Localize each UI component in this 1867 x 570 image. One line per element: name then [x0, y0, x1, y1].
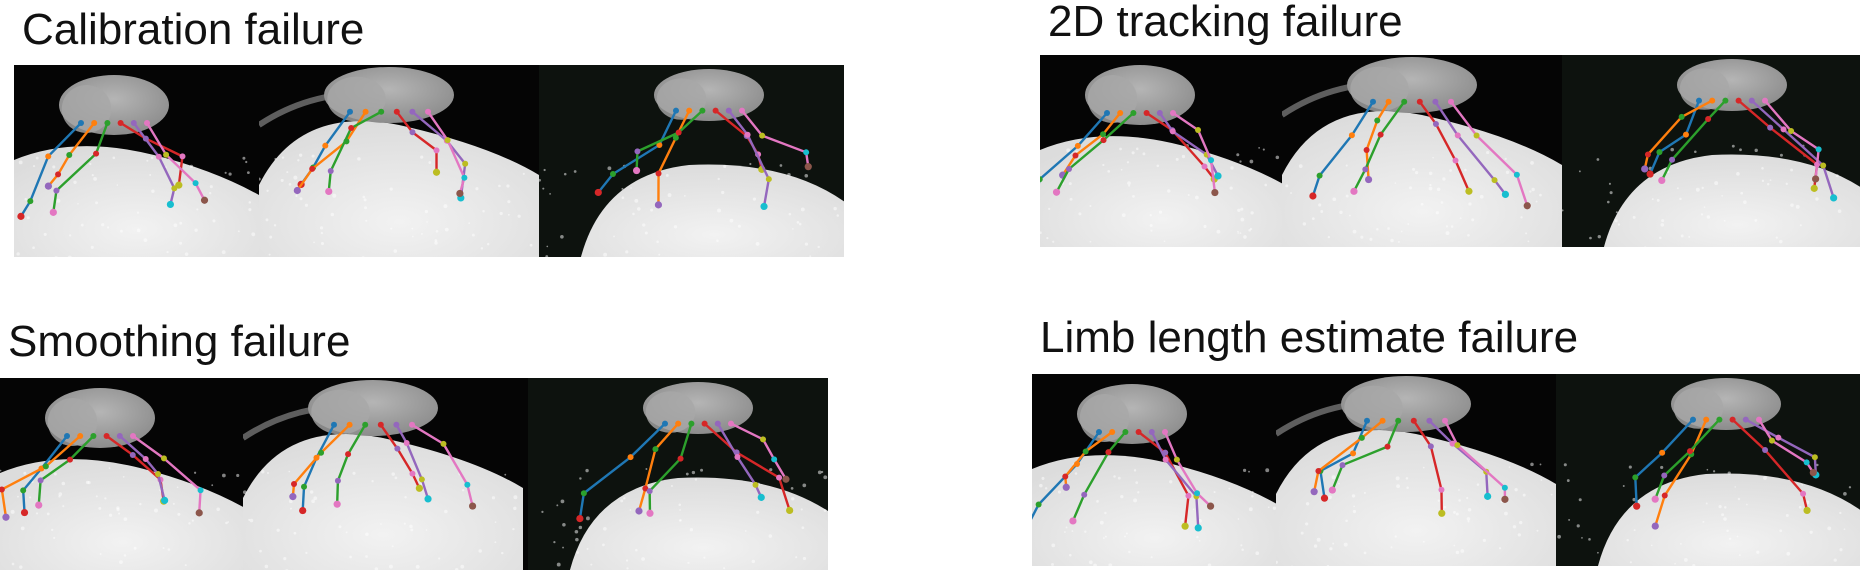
- fly-frame-illustration: [1276, 374, 1556, 566]
- panel-title: Smoothing failure: [8, 317, 351, 366]
- fly-frame-illustration: [0, 378, 243, 570]
- fly-frame-illustration: [243, 378, 528, 570]
- video-strip: [1032, 374, 1860, 566]
- fly-frame-illustration: [1562, 55, 1860, 247]
- fly-frame-illustration: [1032, 374, 1276, 566]
- video-frame-1: [0, 378, 243, 570]
- panel-2d-tracking-failure: 2D tracking failure: [1030, 0, 1867, 260]
- video-frame-2: [1276, 374, 1556, 566]
- treadmill-ball: [570, 477, 828, 570]
- video-strip: [14, 65, 844, 257]
- treadmill-ball: [1604, 154, 1860, 247]
- treadmill-ball: [1032, 455, 1276, 566]
- panel-smoothing-failure: Smoothing failure: [0, 300, 860, 570]
- video-frame-1: [1040, 55, 1282, 247]
- video-frame-2: [1282, 55, 1562, 247]
- panel-title: 2D tracking failure: [1048, 0, 1403, 46]
- video-frame-2: [259, 65, 539, 257]
- video-frame-2: [243, 378, 528, 570]
- panel-calibration-failure: Calibration failure: [0, 0, 860, 260]
- panel-title: Calibration failure: [22, 5, 365, 54]
- video-frame-1: [14, 65, 259, 257]
- video-frame-3: [1556, 374, 1860, 566]
- panel-title: Limb length estimate failure: [1040, 313, 1579, 362]
- fly-frame-illustration: [539, 65, 844, 257]
- fly-frame-illustration: [14, 65, 259, 257]
- fly-frame-illustration: [528, 378, 828, 570]
- fly-frame-illustration: [259, 65, 539, 257]
- treadmill-ball: [0, 459, 243, 570]
- video-frame-3: [539, 65, 844, 257]
- video-frame-1: [1032, 374, 1276, 566]
- fly-frame-illustration: [1040, 55, 1282, 247]
- fly-frame-illustration: [1556, 374, 1860, 566]
- fly-frame-illustration: [1282, 55, 1562, 247]
- video-strip: [1040, 55, 1860, 247]
- video-frame-3: [1562, 55, 1860, 247]
- video-frame-3: [528, 378, 828, 570]
- panel-limb-length-estimate-failure: Limb length estimate failure: [1030, 300, 1867, 570]
- video-strip: [0, 378, 828, 570]
- treadmill-ball: [1282, 111, 1562, 247]
- treadmill-ball: [1040, 136, 1282, 247]
